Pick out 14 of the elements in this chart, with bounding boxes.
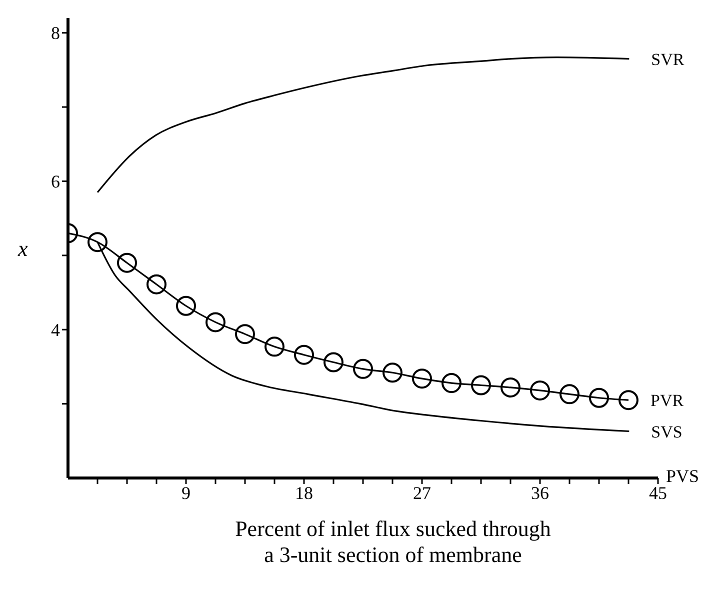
text: PVS	[666, 466, 700, 487]
x-tick-label: 9	[182, 482, 190, 503]
y-tick-label: 4	[51, 320, 60, 340]
y-tick-label: 6	[51, 172, 60, 192]
x-tick-label: 27	[413, 482, 431, 503]
series-label: SVR	[651, 50, 685, 69]
x-tick-label: 36	[531, 482, 549, 503]
series-label: PVR	[650, 391, 684, 410]
x-tick-label: 18	[295, 482, 313, 503]
y-axis-title: x	[17, 236, 28, 261]
x-tick-label: 45	[649, 482, 667, 503]
y-tick-label: 8	[51, 23, 60, 44]
series-label: SVS	[651, 422, 682, 442]
x-axis-title: Percent of inlet flux sucked through a 3-unit section of membrane	[234, 516, 552, 568]
